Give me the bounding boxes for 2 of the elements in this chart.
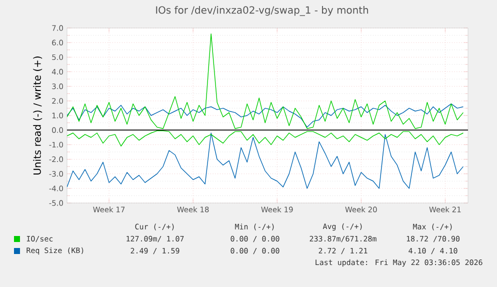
chart-title: IOs for /dev/inxza02-vg/swap_1 - by month: [156, 6, 368, 16]
y-axis-title: Units read (-) / write (+): [33, 56, 42, 174]
